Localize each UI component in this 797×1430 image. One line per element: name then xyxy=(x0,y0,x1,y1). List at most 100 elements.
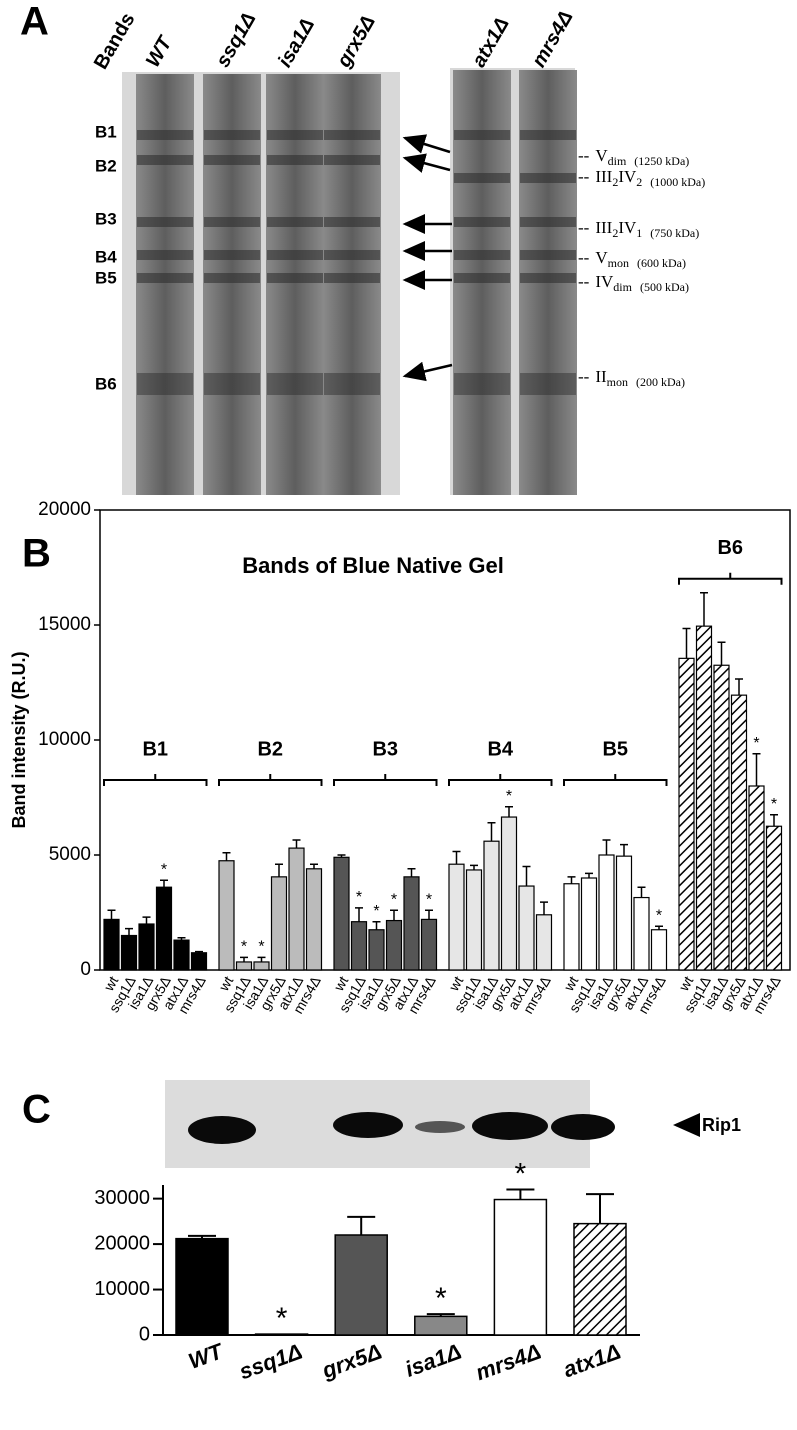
bar xyxy=(713,664,730,971)
group-label: B3 xyxy=(372,738,398,760)
gel-band xyxy=(454,217,510,227)
panel-label: B xyxy=(22,532,51,576)
complex-mass: (600 kDa) xyxy=(637,256,686,270)
bar xyxy=(190,952,208,971)
gel-band xyxy=(137,373,193,395)
error-bar xyxy=(620,843,628,857)
complex-name: V xyxy=(595,146,608,165)
error-bar xyxy=(735,678,743,696)
chart-title: Bands of Blue Native Gel xyxy=(242,553,504,578)
y-tick-label: 20000 xyxy=(94,1232,150,1254)
gel-band xyxy=(454,373,510,395)
gel-band xyxy=(324,217,380,227)
bar xyxy=(288,847,305,971)
complex-mass: (1250 kDa) xyxy=(634,154,689,168)
error-bar xyxy=(717,641,726,666)
significance-mark: * xyxy=(161,862,167,879)
bar xyxy=(368,929,385,971)
significance-mark: * xyxy=(771,796,777,813)
bar xyxy=(120,934,138,971)
complex-name: dim xyxy=(608,154,627,168)
error-bar xyxy=(125,927,133,936)
group-label: B5 xyxy=(602,738,628,760)
error-bar xyxy=(177,937,186,941)
gel-band xyxy=(267,273,323,283)
blot-band xyxy=(551,1114,615,1140)
gel-band xyxy=(454,173,510,183)
error-bar xyxy=(292,839,301,849)
gel-lane xyxy=(203,74,261,495)
band-label: B6 xyxy=(95,374,117,393)
group-bracket xyxy=(448,774,553,786)
significance-mark: * xyxy=(241,939,247,956)
error-bar xyxy=(452,850,461,865)
bar xyxy=(270,876,288,971)
y-tick-label: 10000 xyxy=(38,729,91,750)
complex-name: IV xyxy=(618,167,637,186)
error-bar xyxy=(426,1313,455,1317)
gel-band xyxy=(204,130,260,140)
significance-mark: * xyxy=(373,903,379,920)
blot-band xyxy=(415,1121,465,1133)
gel-band xyxy=(267,250,323,260)
complex-name: V xyxy=(595,248,608,267)
bar xyxy=(678,657,695,971)
bar xyxy=(254,1333,309,1336)
bar xyxy=(448,863,465,971)
gel-lane xyxy=(323,74,381,495)
error-bar xyxy=(390,909,398,921)
gel-band xyxy=(204,155,260,165)
leader: -- xyxy=(578,218,590,237)
gel-band xyxy=(137,217,193,227)
complex-name: III xyxy=(595,218,612,237)
bar xyxy=(730,694,748,971)
lane-label: ssq1Δ xyxy=(212,9,261,71)
y-tick-label: 0 xyxy=(80,959,91,980)
error-bar xyxy=(188,1234,216,1239)
y-tick-label: 0 xyxy=(139,1323,150,1345)
complex-name: 2 xyxy=(612,226,618,240)
bar xyxy=(615,855,633,971)
blot-band xyxy=(472,1112,548,1140)
gel-images xyxy=(122,68,577,495)
bar xyxy=(175,1237,229,1336)
significance-mark: * xyxy=(276,1302,288,1335)
arrow xyxy=(402,134,451,154)
y-tick-label: 15000 xyxy=(38,614,91,635)
complex-name: IV xyxy=(618,218,637,237)
gel-band xyxy=(520,273,576,283)
group-bracket xyxy=(563,774,668,786)
complex-name: III xyxy=(595,167,612,186)
error-bar xyxy=(470,864,478,870)
band-label: B2 xyxy=(95,156,117,175)
x-tick-label: wt xyxy=(330,973,351,994)
gel-band xyxy=(520,130,576,140)
x-tick-label: wt xyxy=(445,973,466,994)
error-bar xyxy=(337,854,346,858)
bar xyxy=(535,914,553,971)
significance-mark: * xyxy=(426,891,432,908)
group-bracket xyxy=(678,572,783,585)
band-label: B3 xyxy=(95,209,117,228)
group-label: B2 xyxy=(257,738,283,760)
lane-label: WT xyxy=(142,32,177,71)
significance-mark: * xyxy=(656,908,662,925)
gel-band xyxy=(204,373,260,395)
bar xyxy=(350,921,368,971)
bar xyxy=(235,961,253,971)
complex-name: II xyxy=(595,367,607,386)
gel-band xyxy=(137,130,193,140)
leader: -- xyxy=(578,367,590,386)
error-bar xyxy=(682,627,691,659)
y-tick-label: 10000 xyxy=(94,1278,150,1300)
bar xyxy=(173,939,190,971)
significance-mark: * xyxy=(435,1282,447,1315)
complex-label: -- Vmon (600 kDa) xyxy=(578,248,686,270)
western-blot: Rip1 xyxy=(165,1080,741,1168)
group-bracket xyxy=(333,774,438,786)
error-bar xyxy=(487,822,496,842)
gel-band xyxy=(324,155,380,165)
significance-mark: * xyxy=(753,735,759,752)
complex-label: -- IImon (200 kDa) xyxy=(578,367,685,389)
error-bar xyxy=(585,872,593,878)
